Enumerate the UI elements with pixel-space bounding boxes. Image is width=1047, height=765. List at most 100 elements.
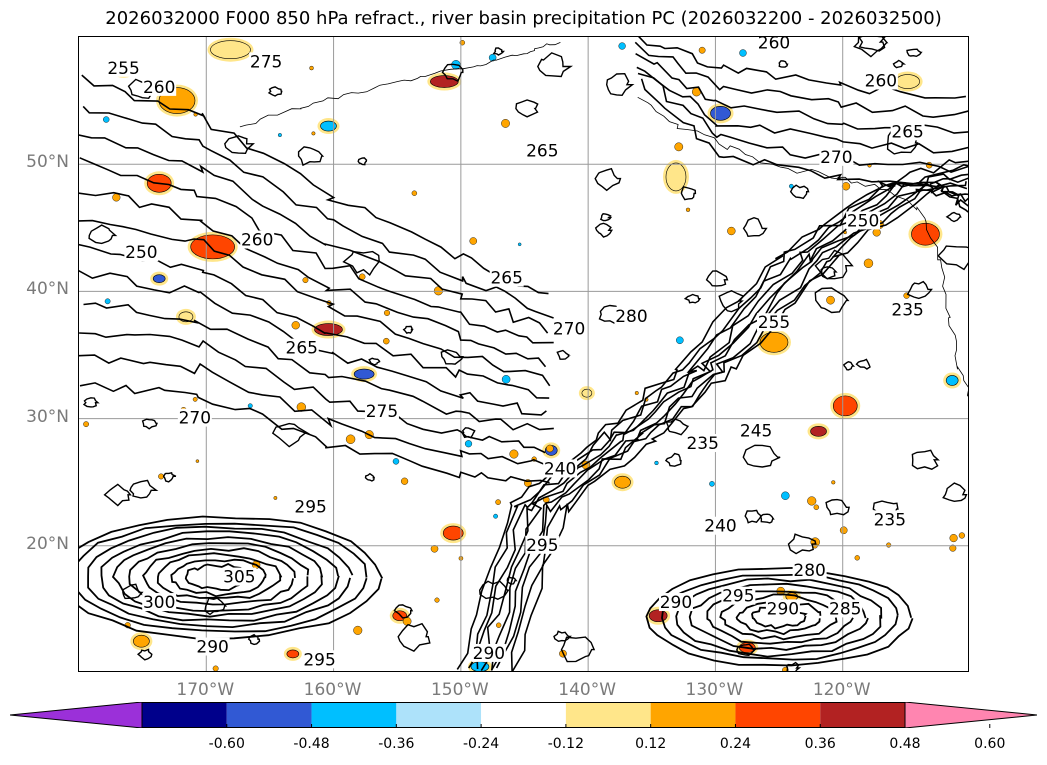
small-contour <box>814 287 850 314</box>
precip-speckle <box>383 337 390 345</box>
small-contour <box>297 146 325 167</box>
refractivity-contour <box>719 593 838 641</box>
precip-speckle <box>854 555 860 561</box>
precip-speckle <box>685 207 691 212</box>
precip-shading <box>759 331 789 353</box>
contour-label-bg <box>525 141 560 160</box>
refractivity-contour <box>156 552 283 599</box>
precip-speckle <box>618 42 626 50</box>
contour-label-bg <box>765 599 800 618</box>
contour-label-bg <box>525 535 560 554</box>
small-contour <box>271 422 311 448</box>
contour-label-bg <box>106 58 141 77</box>
contour-label: 280 <box>615 307 647 327</box>
small-contour <box>556 349 571 360</box>
precip-shading <box>442 525 464 541</box>
longitude-label: 160°W <box>303 680 362 700</box>
contour-label-bg <box>142 77 177 96</box>
small-contour <box>515 99 539 118</box>
precip-speckle <box>212 665 219 671</box>
precip-shading <box>911 222 940 246</box>
small-contour <box>778 60 789 68</box>
precip-shading <box>810 426 827 437</box>
colorbar-frame <box>141 702 906 728</box>
contour-label-bg <box>685 434 720 453</box>
precip-speckle <box>739 49 747 57</box>
refractivity-contour <box>79 157 554 344</box>
refractivity-contour <box>706 590 854 645</box>
longitude-label: 140°W <box>558 680 617 700</box>
refractivity-contour <box>184 563 253 592</box>
precip-speckle <box>831 480 836 485</box>
refractivity-contour <box>79 382 550 484</box>
coastline <box>239 42 561 128</box>
contour-label: 250 <box>125 243 157 263</box>
refractivity-contour <box>661 574 899 661</box>
colorbar-segment <box>311 702 397 728</box>
refractivity-contour <box>688 582 869 651</box>
precip-speckle <box>496 622 502 628</box>
refractivity-contour <box>511 181 968 671</box>
contour-label: 290 <box>473 644 505 664</box>
small-contour <box>906 48 923 58</box>
precip-speckle <box>430 545 439 553</box>
precip-shading <box>152 274 166 283</box>
contour-label: 295 <box>303 650 335 670</box>
precip-speckle <box>517 242 522 247</box>
small-contour <box>820 266 838 280</box>
precip-speckle <box>277 133 282 138</box>
small-contour <box>744 509 763 524</box>
precip-speckle <box>698 46 706 54</box>
contour-label-bg <box>489 268 524 287</box>
small-contour <box>82 397 100 408</box>
small-contour <box>742 444 781 468</box>
contour-label: 275 <box>250 52 282 72</box>
precip-shading <box>665 162 687 192</box>
precip-speckle <box>392 458 400 465</box>
small-contour <box>247 633 261 646</box>
refractivity-contour <box>645 566 914 667</box>
precip-speckle <box>469 237 477 245</box>
precip-speckle <box>247 403 253 409</box>
small-contour <box>537 52 574 78</box>
small-contour <box>605 72 635 97</box>
refractivity-contour <box>640 78 968 190</box>
precip-speckle <box>309 65 314 71</box>
precip-shading <box>832 395 858 417</box>
refractivity-contour <box>79 354 548 467</box>
map-title: 2026032000 F000 850 hPa refract., river … <box>105 8 942 29</box>
small-contour <box>368 357 381 366</box>
refractivity-contour <box>79 134 549 334</box>
contour-label: 250 <box>847 211 879 231</box>
small-contour <box>357 157 368 166</box>
small-contour <box>787 533 817 555</box>
contour-label-bg <box>872 510 907 529</box>
contour-label-bg <box>364 402 399 421</box>
small-contour <box>680 185 697 201</box>
small-contour <box>402 325 414 335</box>
refractivity-contour <box>111 536 324 618</box>
small-contour <box>553 630 572 643</box>
contour-label: 255 <box>107 59 139 79</box>
colorbar-tick-label: 0.12 <box>635 736 667 752</box>
small-contour <box>683 293 702 304</box>
refractivity-contour <box>79 522 368 633</box>
contour-label: 275 <box>366 402 398 422</box>
contour-label: 300 <box>143 593 175 613</box>
precip-speckle <box>826 295 835 305</box>
colorbar-tick-label: 0.48 <box>889 736 921 752</box>
small-contour <box>855 358 871 370</box>
precip-shading <box>430 75 459 88</box>
colorbar-tick-label: -0.36 <box>378 736 415 752</box>
refractivity-contour <box>510 181 968 671</box>
contour-label: 265 <box>286 339 318 359</box>
contour-label-bg <box>142 593 177 612</box>
contour-label: 285 <box>829 599 861 619</box>
longitude-label: 130°W <box>685 680 744 700</box>
precip-speckle <box>402 616 412 626</box>
precip-speckle <box>509 449 519 459</box>
precip-speckle <box>546 444 554 453</box>
small-contour <box>122 583 144 600</box>
contour-label: 265 <box>526 141 558 161</box>
